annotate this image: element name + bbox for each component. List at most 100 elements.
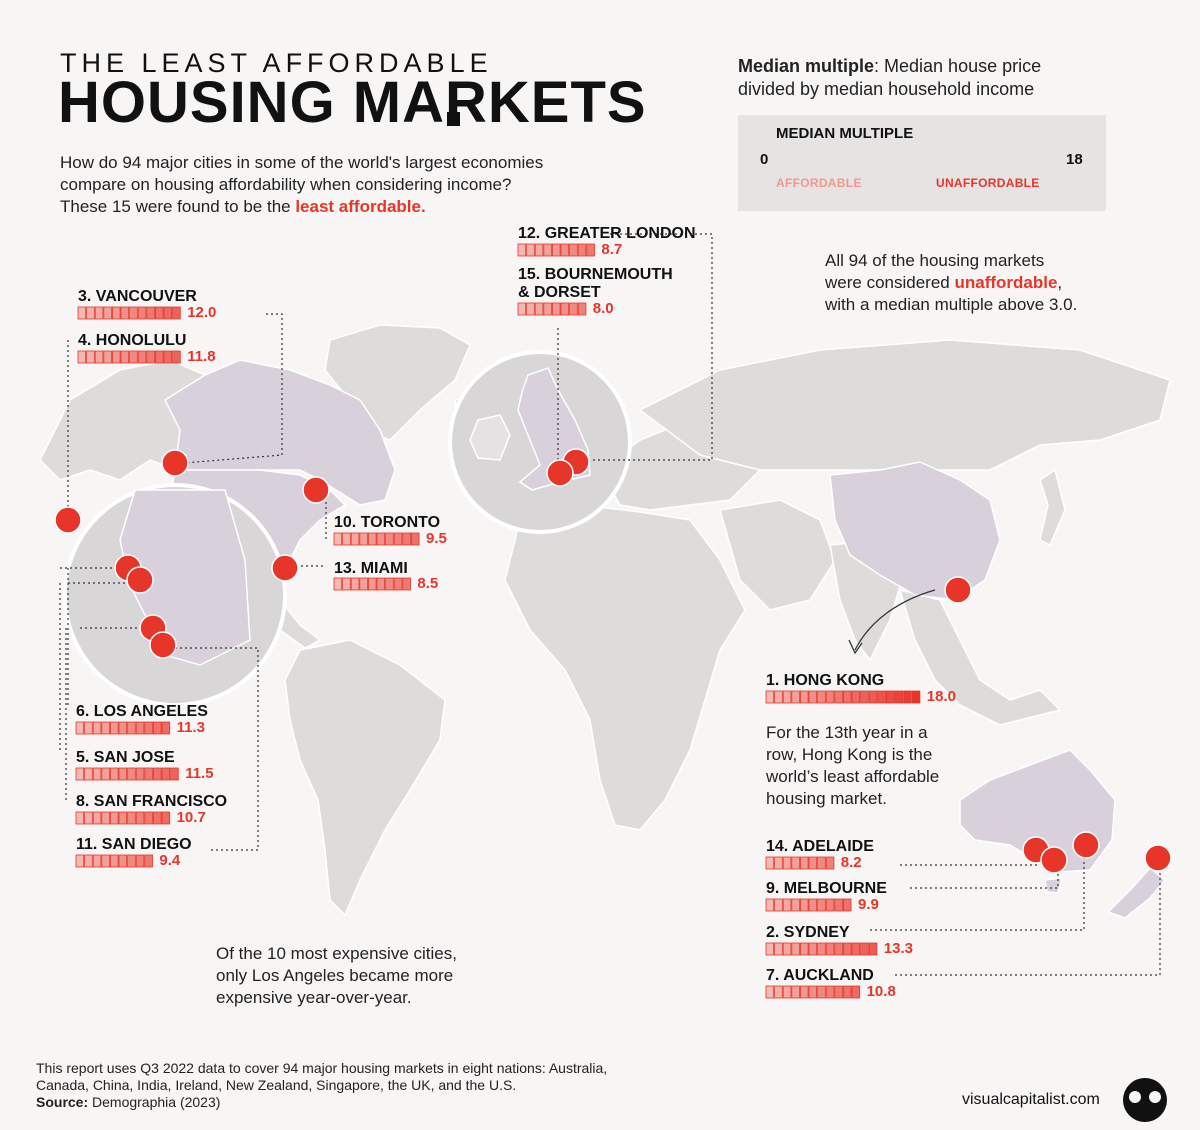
bar-cell <box>808 690 818 704</box>
bar-cell <box>569 302 578 316</box>
bournemouth-marker <box>546 459 574 487</box>
bar-melbourne <box>765 898 852 912</box>
bar-cell <box>120 306 130 320</box>
tasmania-shape <box>1044 877 1063 894</box>
bar-cell <box>118 767 128 781</box>
bar-cell <box>843 942 852 956</box>
headline: HOUSING MARKETS <box>58 70 647 135</box>
new-zealand-shape <box>1107 867 1166 919</box>
bar-cell <box>834 898 843 912</box>
value-label-bournemouth: 8.0 <box>592 300 614 317</box>
bar-cell <box>127 721 136 735</box>
bar-cell <box>127 767 136 781</box>
bar-cell <box>808 856 818 870</box>
bar-cell <box>791 985 800 999</box>
bar-cell <box>333 577 343 591</box>
bar-cell <box>894 690 904 704</box>
bar-hong-kong <box>765 690 921 704</box>
bar-cell <box>144 811 153 825</box>
house-icon <box>447 112 460 126</box>
brand-link[interactable]: visualcapitalist.com <box>962 1091 1100 1108</box>
bar-cell <box>817 942 826 956</box>
melbourne-marker <box>1040 846 1068 874</box>
bar-cell <box>808 898 818 912</box>
bar-cell <box>129 306 138 320</box>
bar-cell <box>791 898 800 912</box>
bar-cell <box>800 985 809 999</box>
bar-cell <box>118 721 128 735</box>
value-label-toronto: 9.5 <box>426 530 447 547</box>
bar-toronto <box>333 532 420 546</box>
bar-cell <box>101 767 110 781</box>
bar-cell <box>774 690 783 704</box>
ireland-shape <box>469 414 511 461</box>
bar-cell <box>851 690 861 704</box>
bar-cell <box>410 532 420 546</box>
bar-cell <box>825 985 835 999</box>
bar-cell <box>860 690 869 704</box>
value-label-hong-kong: 18.0 <box>926 688 956 705</box>
city-label-vancouver: 3. VANCOUVER <box>78 288 197 305</box>
bar-cell <box>376 532 386 546</box>
bar-cell <box>393 577 403 591</box>
bar-cell <box>765 898 775 912</box>
bar-cell <box>359 532 368 546</box>
value-label-san-francisco: 10.7 <box>176 809 206 826</box>
bar-cell <box>84 767 93 781</box>
bar-cell <box>342 577 351 591</box>
bar-cell <box>782 985 792 999</box>
bar-cell <box>911 690 921 704</box>
bar-cell <box>903 690 912 704</box>
san-jose-marker <box>126 566 154 594</box>
bar-cell <box>817 690 826 704</box>
bar-cell <box>825 942 835 956</box>
japan-shape <box>1039 469 1066 546</box>
value-label-san-jose: 11.5 <box>185 765 214 782</box>
bar-cell <box>94 306 104 320</box>
bar-cell <box>577 302 587 316</box>
bar-cell <box>765 942 775 956</box>
value-label-san-diego: 9.4 <box>159 852 181 869</box>
bar-cell <box>517 243 527 257</box>
miami-marker <box>271 554 299 582</box>
bar-san-jose <box>75 767 179 781</box>
honolulu-marker <box>54 506 82 534</box>
value-label-honolulu: 11.8 <box>187 348 216 365</box>
bar-cell <box>101 721 110 735</box>
bar-cell <box>103 350 112 364</box>
bar-bournemouth <box>517 302 587 316</box>
bar-cell <box>393 532 403 546</box>
city-label-san-diego: 11. SAN DIEGO <box>76 836 192 853</box>
bar-cell <box>77 350 87 364</box>
bar-honolulu <box>77 350 181 364</box>
bar-cell <box>868 942 878 956</box>
city-label-adelaide: 14. ADELAIDE <box>766 838 874 855</box>
bar-cell <box>110 854 119 868</box>
expensive-cities-note: Of the 10 most expensive cities, only Lo… <box>216 944 457 1007</box>
bar-cell <box>118 854 128 868</box>
legend-max: 18 <box>1066 151 1083 168</box>
bar-cell <box>120 350 130 364</box>
bar-cell <box>101 854 110 868</box>
vancouver-marker <box>161 449 189 477</box>
bar-cell <box>843 690 852 704</box>
bar-cell <box>860 942 869 956</box>
bar-cell <box>834 942 843 956</box>
bar-cell <box>825 856 835 870</box>
bar-cell <box>110 767 119 781</box>
legend: MEDIAN MULTIPLE 0 18 AFFORDABLE UNAFFORD… <box>738 115 1106 211</box>
kicker: THE LEAST AFFORDABLE <box>60 48 493 78</box>
city-label-hong-kong: 1. HONG KONG <box>766 672 885 689</box>
bar-cell <box>135 721 145 735</box>
bar-cell <box>843 898 852 912</box>
bar-cell <box>154 350 164 364</box>
bar-cell <box>782 690 792 704</box>
bar-cell <box>834 985 843 999</box>
bar-cell <box>569 243 578 257</box>
san-diego-marker <box>149 631 177 659</box>
bar-cell <box>560 243 570 257</box>
bar-cell <box>782 898 792 912</box>
bar-cell <box>75 854 85 868</box>
south-america-shape <box>284 639 446 916</box>
bar-cell <box>75 767 85 781</box>
